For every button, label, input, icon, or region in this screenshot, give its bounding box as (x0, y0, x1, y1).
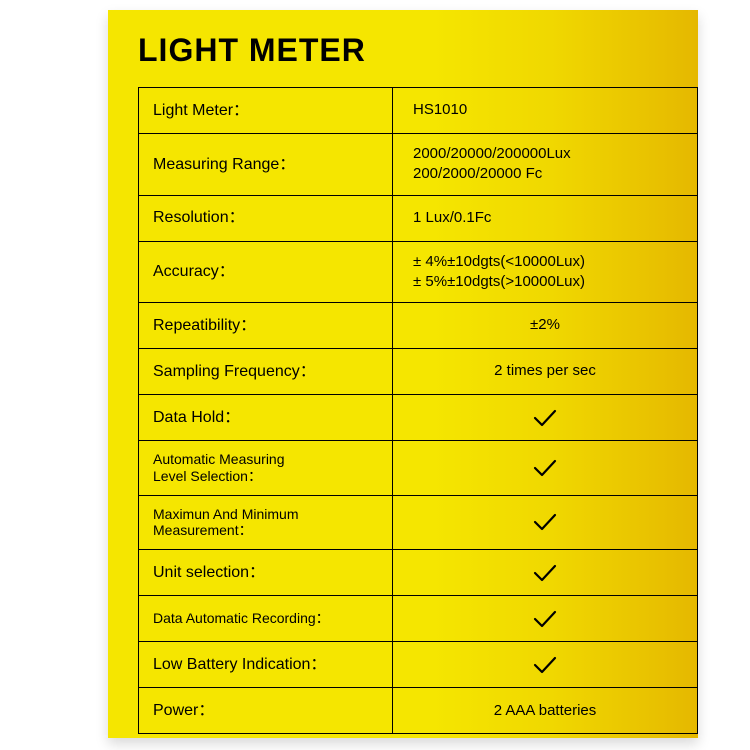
spec-value: 2 times per sec (393, 349, 698, 394)
table-row: Accuracy：± 4%±10dgts(<10000Lux) ± 5%±10d… (138, 242, 698, 304)
table-row: Measuring Range：2000/20000/200000Lux 200… (138, 134, 698, 196)
spec-value: 2 AAA batteries (393, 688, 698, 733)
spec-value: 2000/20000/200000Lux 200/2000/20000 Fc (393, 134, 698, 195)
table-row: Repeatibility：±2% (138, 303, 698, 349)
spec-label: Low Battery Indication： (138, 642, 393, 687)
spec-value: 1 Lux/0.1Fc (393, 196, 698, 241)
spec-label: Resolution： (138, 196, 393, 241)
table-row: Maximun And Minimum Measurement： (138, 496, 698, 551)
spec-value (393, 596, 698, 641)
spec-value (393, 395, 698, 440)
spec-label: Measuring Range： (138, 134, 393, 195)
table-row: Unit selection： (138, 550, 698, 596)
table-row: Data Automatic Recording： (138, 596, 698, 642)
spec-value (393, 550, 698, 595)
card-title: LIGHT METER (108, 10, 698, 87)
spec-label: Repeatibility： (138, 303, 393, 348)
check-icon (532, 512, 558, 532)
spec-label: Accuracy： (138, 242, 393, 303)
table-row: Sampling Frequency：2 times per sec (138, 349, 698, 395)
table-row: Light Meter：HS1010 (138, 88, 698, 134)
spec-table: Light Meter：HS1010Measuring Range：2000/2… (138, 87, 698, 734)
spec-label: Data Hold： (138, 395, 393, 440)
spec-label: Data Automatic Recording： (138, 596, 393, 641)
table-row: Data Hold： (138, 395, 698, 441)
spec-label: Unit selection： (138, 550, 393, 595)
check-icon (532, 408, 558, 428)
table-row: Power：2 AAA batteries (138, 688, 698, 734)
table-row: Resolution： 1 Lux/0.1Fc (138, 196, 698, 242)
check-icon (532, 563, 558, 583)
spec-value: ± 4%±10dgts(<10000Lux) ± 5%±10dgts(>1000… (393, 242, 698, 303)
check-icon (532, 458, 558, 478)
table-row: Low Battery Indication： (138, 642, 698, 688)
check-icon (532, 655, 558, 675)
spec-label: Maximun And Minimum Measurement： (138, 496, 393, 550)
spec-value (393, 642, 698, 687)
spec-value: ±2% (393, 303, 698, 348)
spec-value (393, 441, 698, 495)
spec-label: Power： (138, 688, 393, 733)
check-icon (532, 609, 558, 629)
spec-label: Automatic Measuring Level Selection： (138, 441, 393, 495)
spec-value: HS1010 (393, 88, 698, 133)
spec-label: Sampling Frequency： (138, 349, 393, 394)
spec-card: LIGHT METER Light Meter：HS1010Measuring … (108, 10, 698, 738)
spec-value (393, 496, 698, 550)
table-row: Automatic Measuring Level Selection： (138, 441, 698, 496)
spec-label: Light Meter： (138, 88, 393, 133)
